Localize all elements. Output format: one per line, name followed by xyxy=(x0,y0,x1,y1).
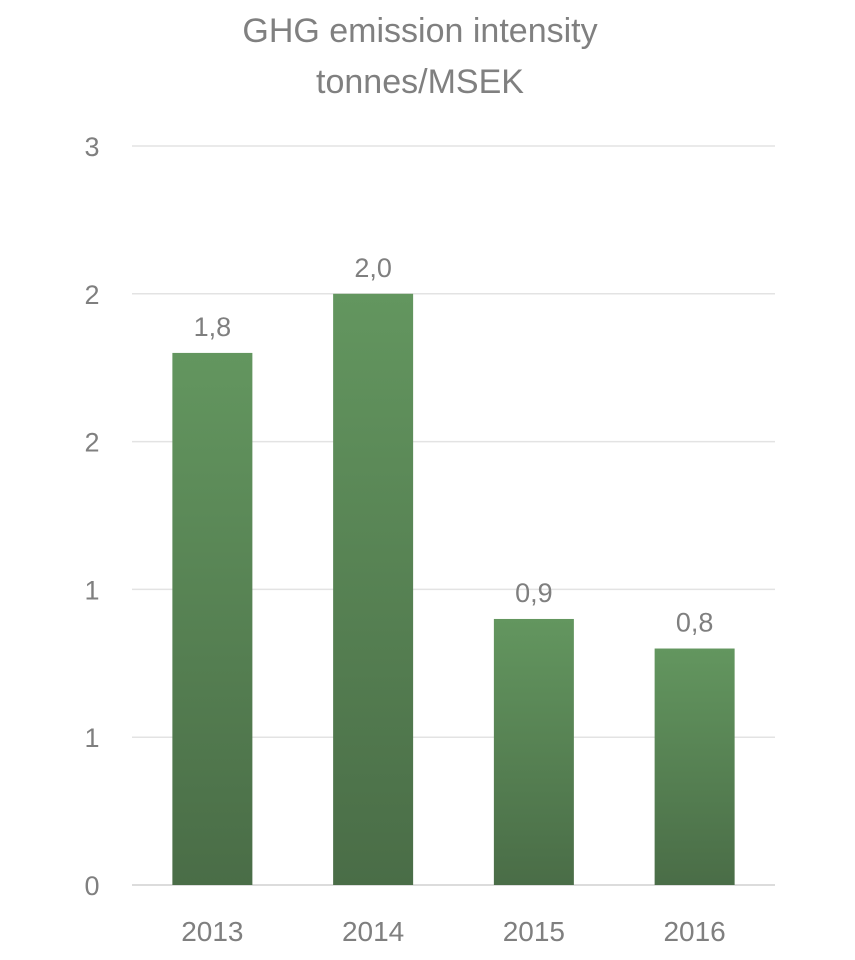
chart-subtitle: tonnes/MSEK xyxy=(316,63,524,101)
y-tick-label: 2 xyxy=(84,428,99,458)
x-tick-label-2013: 2013 xyxy=(181,916,243,947)
bar-2015 xyxy=(493,618,574,885)
x-tick-label-2015: 2015 xyxy=(503,916,565,947)
bar-2013 xyxy=(172,352,253,885)
bar-2014 xyxy=(333,293,414,885)
bars xyxy=(172,293,735,885)
data-label-2014: 2,0 xyxy=(354,253,392,283)
y-axis-tick-labels: 0 1 1 2 2 3 xyxy=(84,132,99,901)
data-label-2013: 1,8 xyxy=(194,312,232,342)
data-labels: 1,8 2,0 0,9 0,8 xyxy=(194,253,714,638)
y-tick-label: 2 xyxy=(84,280,99,310)
y-tick-label: 0 xyxy=(84,871,99,901)
x-tick-label-2016: 2016 xyxy=(663,916,725,947)
data-label-2016: 0,8 xyxy=(676,608,714,638)
y-tick-label: 3 xyxy=(84,132,99,162)
x-axis-labels: 2013 2014 2015 2016 xyxy=(181,916,726,947)
bar-2016 xyxy=(654,648,735,885)
data-label-2015: 0,9 xyxy=(515,578,553,608)
y-tick-label: 1 xyxy=(84,723,99,753)
chart-title: GHG emission intensity xyxy=(242,12,597,50)
x-tick-label-2014: 2014 xyxy=(342,916,404,947)
y-tick-label: 1 xyxy=(84,575,99,605)
